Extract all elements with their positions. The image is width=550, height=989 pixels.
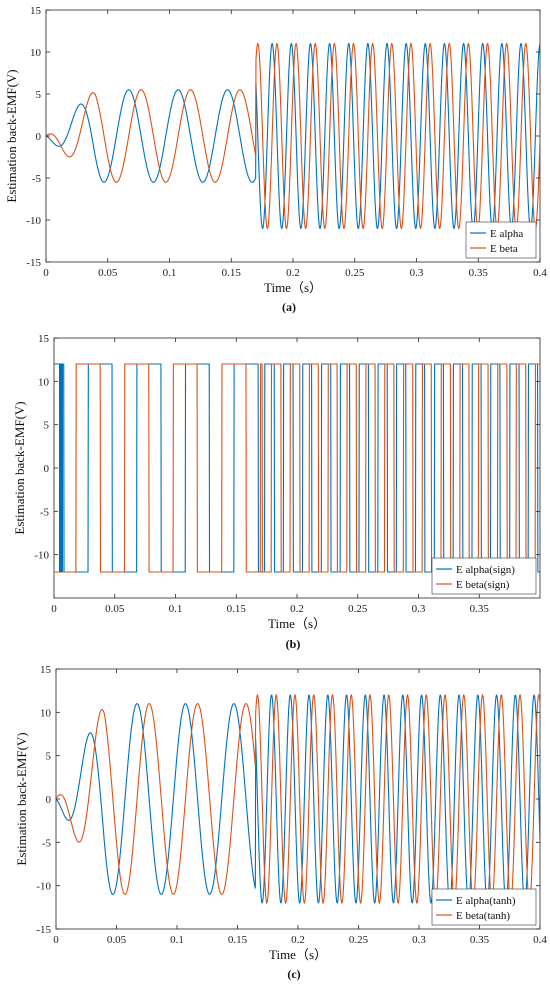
chattering-band: [59, 364, 63, 572]
x-tick-label: 0.4: [533, 267, 547, 279]
x-tick-label: 0.15: [227, 603, 247, 615]
x-tick-label: 0.05: [105, 603, 125, 615]
series-line-beta: [56, 693, 540, 905]
x-tick-label: 0.4: [533, 934, 547, 946]
y-tick-label: 10: [38, 376, 50, 388]
y-tick-label: -5: [40, 506, 50, 518]
y-tick-label: -15: [26, 257, 41, 269]
y-tick-label: -10: [36, 881, 51, 893]
x-tick-label: 0.1: [170, 934, 184, 946]
legend-label-1: E beta(sign): [456, 579, 510, 591]
x-axis-label: Time（s）: [269, 947, 327, 962]
x-axis-label: Time（s）: [268, 616, 326, 631]
x-tick-label: 0.3: [412, 934, 426, 946]
plot-area: [53, 337, 541, 599]
legend-box: [431, 888, 537, 926]
y-tick-label: 0: [44, 463, 50, 475]
x-tick-label: 0.25: [345, 267, 365, 279]
x-axis-label: Time（s）: [264, 280, 322, 295]
y-axis-label: Estimation back-EMF(V): [14, 732, 29, 865]
y-tick-label: -10: [34, 550, 49, 562]
y-tick-label: -5: [32, 173, 42, 185]
legend: E alpha(sign) E beta(sign): [431, 557, 537, 595]
y-tick-label: 15: [30, 5, 42, 17]
x-tick-label: 0.25: [348, 603, 368, 615]
panel-caption: (a): [282, 300, 296, 314]
legend-label-0: E alpha: [490, 228, 523, 240]
chart-panel-2: 0 0.05 0.1 0.15 0.2 0.25 0.3 0.35 0.4 -15 -10 -5 0 5 1…: [14, 664, 547, 981]
legend-label-1: E beta: [490, 243, 518, 255]
x-tick-label: 0.35: [470, 603, 490, 615]
x-tick-label: 0.05: [107, 934, 127, 946]
x-tick-label: 0.3: [410, 267, 424, 279]
y-tick-label: -5: [42, 837, 52, 849]
x-tick-label: 0: [51, 603, 57, 615]
x-tick-label: 0: [53, 934, 59, 946]
legend: E alpha E beta: [465, 221, 537, 259]
x-tick-label: 0.15: [222, 267, 242, 279]
x-tick-label: 0.2: [290, 603, 304, 615]
x-tick-label: 0.05: [98, 267, 118, 279]
series-line-alpha: [56, 694, 540, 904]
x-tick-label: 0.35: [469, 267, 489, 279]
panel-caption: (c): [287, 967, 300, 981]
legend-box: [465, 221, 537, 259]
legend-label-0: E alpha(tanh): [456, 895, 516, 907]
chart-panel-0: 0 0.05 0.1 0.15 0.2 0.25 0.3 0.35 0.4 -15 -10 -5 0 5 1…: [4, 5, 547, 314]
chart-panel-1: 0 0.05 0.1 0.15 0.2 0.25 0.3 0.35 -10 -5 0 5 10 15 Tim…: [12, 333, 541, 651]
y-tick-label: 10: [40, 707, 52, 719]
y-tick-label: -10: [26, 215, 41, 227]
y-tick-label: 0: [46, 794, 52, 806]
y-tick-label: -15: [36, 924, 51, 936]
legend-label-1: E beta(tanh): [456, 910, 510, 922]
legend-box: [431, 557, 537, 595]
y-tick-label: 5: [36, 89, 42, 101]
x-tick-label: 0.35: [470, 934, 490, 946]
legend-label-0: E alpha(sign): [456, 564, 515, 576]
x-tick-label: 0.3: [412, 603, 426, 615]
y-axis-label: Estimation back-EMF(V): [12, 401, 27, 534]
x-tick-label: 0.1: [163, 267, 177, 279]
y-tick-label: 5: [44, 420, 50, 432]
y-axis-label: Estimation back-EMF(V): [4, 69, 19, 202]
y-tick-label: 0: [36, 131, 42, 143]
x-tick-label: 0.2: [291, 934, 305, 946]
y-tick-label: 15: [38, 333, 50, 345]
y-tick-label: 10: [30, 47, 42, 59]
x-tick-label: 0: [43, 267, 49, 279]
series-line-alpha: [54, 363, 540, 573]
series-line-beta: [46, 42, 540, 230]
x-tick-label: 0.2: [286, 267, 300, 279]
series-line-alpha: [46, 43, 540, 229]
x-tick-label: 0.1: [169, 603, 183, 615]
x-tick-label: 0.15: [228, 934, 248, 946]
x-tick-label: 0.25: [349, 934, 369, 946]
panel-caption: (b): [286, 637, 301, 651]
y-tick-label: 15: [40, 664, 52, 676]
y-tick-label: 5: [46, 751, 52, 763]
legend: E alpha(tanh) E beta(tanh): [431, 888, 537, 926]
